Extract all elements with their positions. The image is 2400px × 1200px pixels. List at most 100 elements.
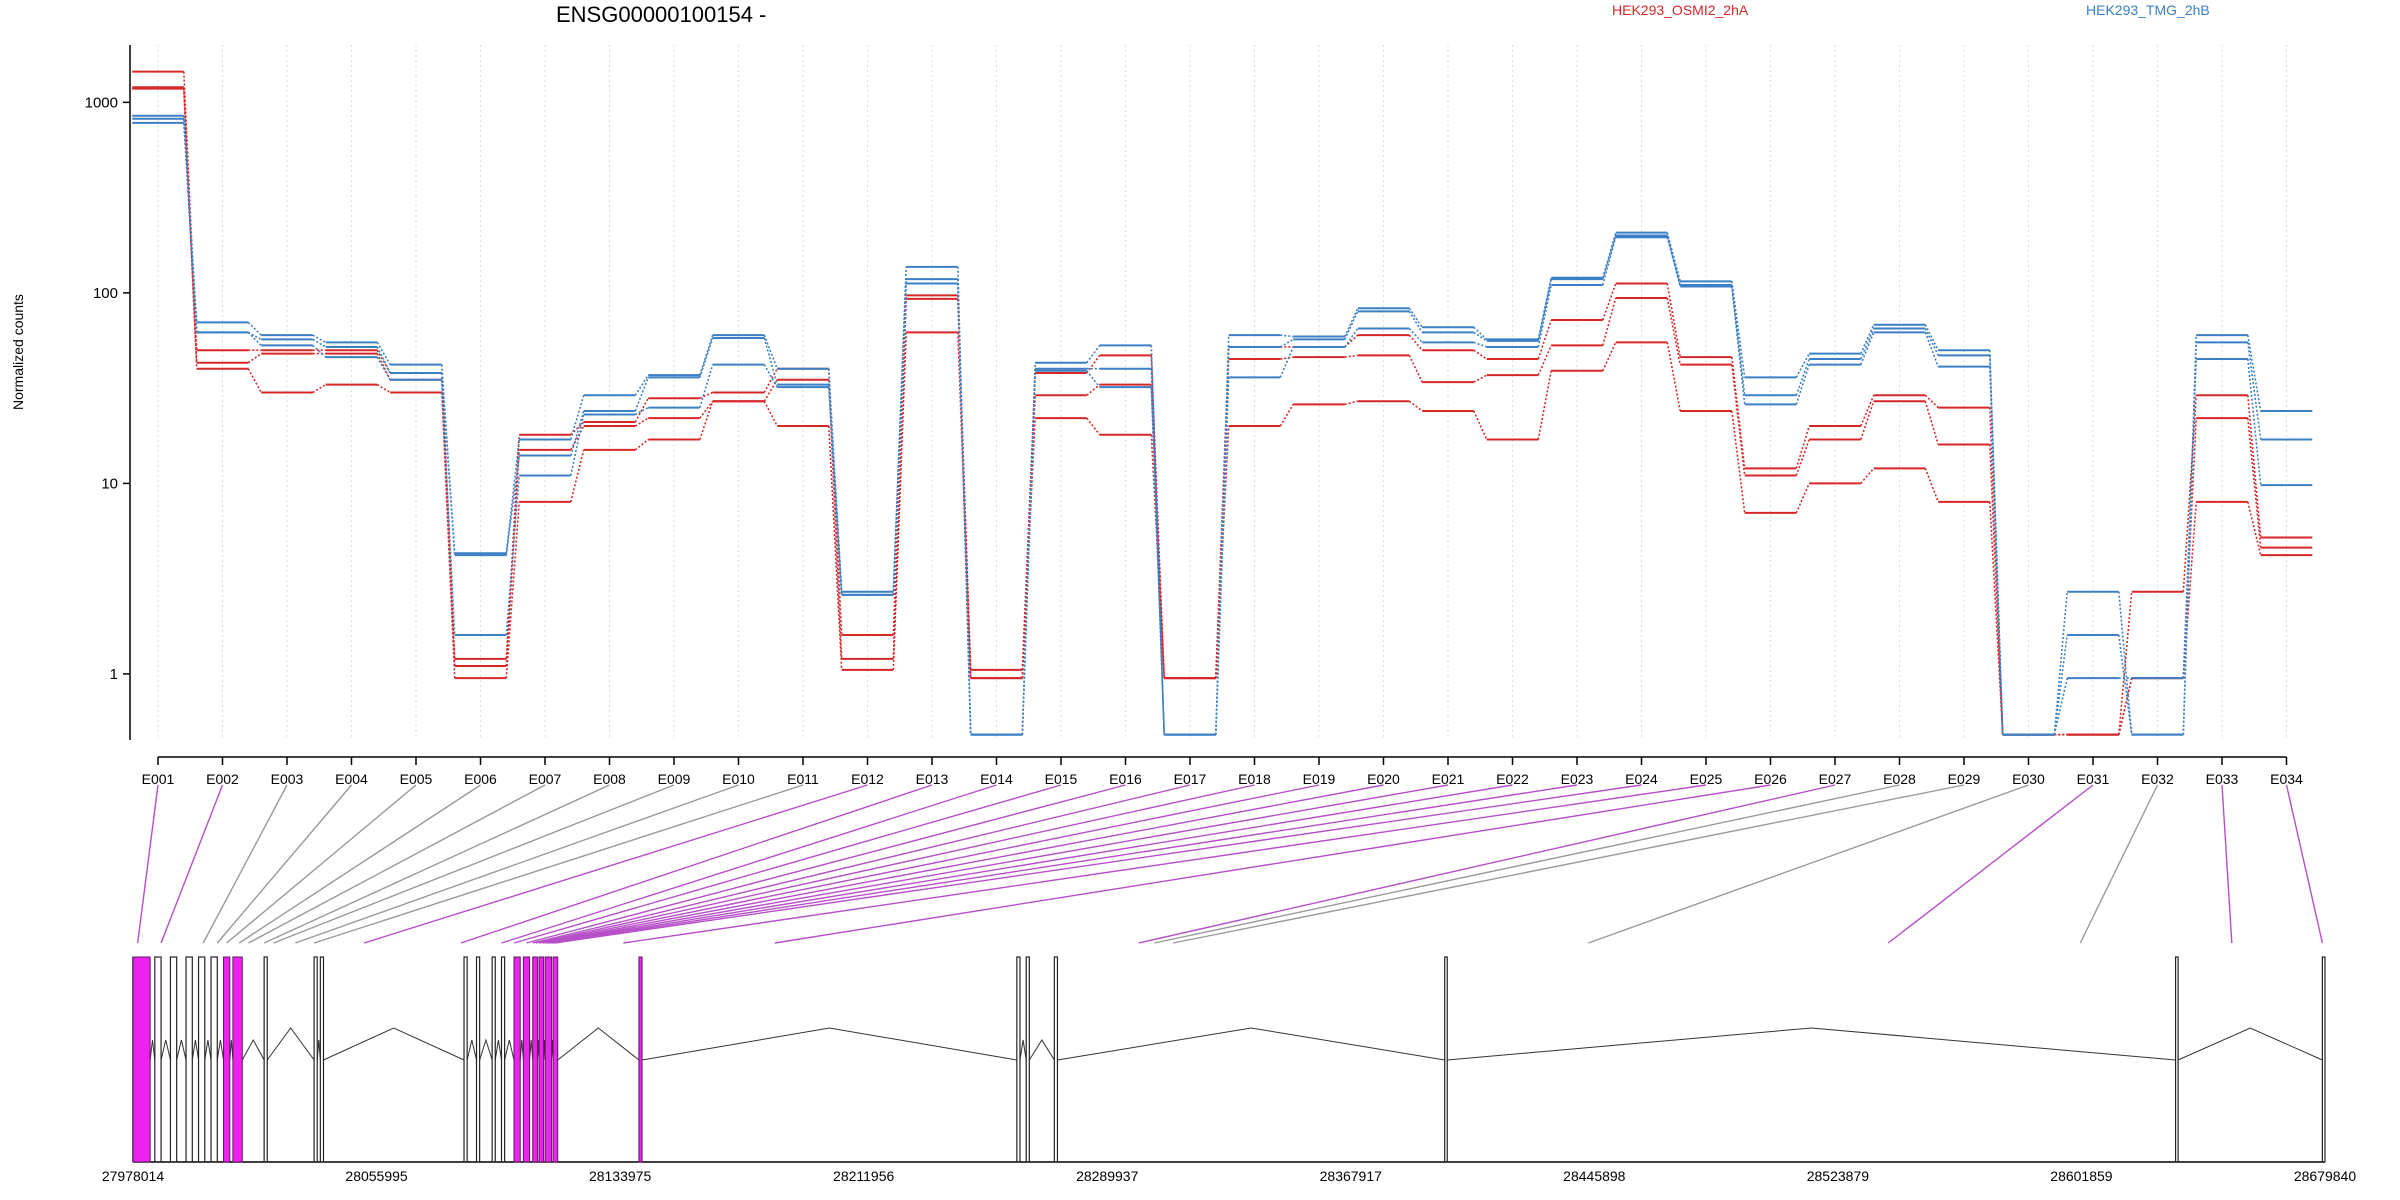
- exon-connector-e030: [1588, 784, 2029, 944]
- exon-connector-e019: [538, 784, 1320, 944]
- data-connector: [1666, 342, 1681, 412]
- data-connector: [1021, 368, 1036, 735]
- exon-connector-e025: [623, 784, 1707, 944]
- data-connector: [1344, 307, 1359, 337]
- x-tick-label: E007: [529, 771, 562, 787]
- data-connector: [1344, 334, 1359, 348]
- data-connector: [1279, 403, 1294, 427]
- exon-connector-e034: [2285, 784, 2324, 944]
- intron: [1019, 1039, 1027, 1061]
- data-connector: [1473, 341, 1487, 348]
- data-connector: [634, 438, 649, 451]
- data-connector: [505, 475, 520, 636]
- x-tick-label: E027: [1819, 771, 1852, 787]
- y-tick-label: 1000: [85, 94, 118, 111]
- intron: [2177, 1027, 2323, 1061]
- data-connector: [2247, 418, 2262, 548]
- data-connector: [634, 377, 649, 412]
- data-connector: [570, 449, 585, 503]
- x-tick-label: E032: [2141, 771, 2174, 787]
- data-connector: [2053, 677, 2068, 735]
- exon-connector-e023: [551, 784, 1578, 944]
- data-connector: [1731, 364, 1746, 476]
- intron: [191, 1039, 200, 1061]
- x-tick-label: E028: [1883, 771, 1916, 787]
- genomic-tick-label: 28289937: [1076, 1168, 1139, 1184]
- exon-connector-e027: [1138, 784, 1836, 944]
- data-connector: [2247, 501, 2262, 556]
- data-connector: [1215, 377, 1230, 735]
- x-tick-label: E018: [1238, 771, 1271, 787]
- gene-model-layer: 27978014 28055995 28133975 28211956 28289937…: [102, 956, 2357, 1184]
- data-connector: [1086, 354, 1101, 374]
- data-connector: [2053, 591, 2068, 735]
- exon-block: [1053, 956, 1059, 1163]
- data-connector: [1989, 501, 2004, 735]
- intron: [149, 1039, 156, 1061]
- data-connector: [828, 426, 843, 670]
- x-tick-label: E019: [1303, 771, 1336, 787]
- data-connector: [699, 391, 714, 399]
- x-tick-label: E014: [980, 771, 1013, 787]
- exon-block: [319, 956, 325, 1163]
- y-tick-label: 100: [93, 285, 118, 302]
- data-connector: [1150, 387, 1165, 735]
- data-connector: [1473, 410, 1488, 440]
- x-tick-label: E008: [593, 771, 626, 787]
- data-connector: [1279, 338, 1294, 348]
- data-connector: [1602, 235, 1617, 280]
- data-connector: [763, 337, 778, 385]
- data-connector: [699, 400, 714, 419]
- data-connector: [1602, 342, 1617, 372]
- grid-layer: [157, 45, 2287, 738]
- chart-title: ENSG00000100154 -: [556, 2, 767, 27]
- exon-connector-e008: [263, 784, 610, 944]
- exon-connector-e024: [554, 784, 1642, 944]
- data-connector: [2118, 634, 2133, 735]
- x-tick-label: E004: [335, 771, 368, 787]
- exon-connector-e016: [526, 784, 1126, 944]
- genomic-tick-label: 28679840: [2294, 1168, 2357, 1184]
- data-connector: [376, 346, 391, 374]
- x-tick-label: E003: [271, 771, 304, 787]
- data-connector: [312, 338, 327, 348]
- axis-layer: 1000 100 10 1 E001 E002 E003 E004 E005 E006 E007 E0…: [85, 45, 2303, 787]
- data-connector: [828, 384, 843, 595]
- exon-block: [210, 956, 218, 1163]
- data-connector: [1666, 235, 1681, 286]
- exon-block-highlighted: [532, 956, 538, 1163]
- intron: [1057, 1027, 1445, 1061]
- intron: [529, 1039, 534, 1061]
- data-connector: [634, 374, 649, 396]
- data-connector: [2247, 358, 2262, 486]
- data-connector: [1860, 332, 1875, 365]
- data-connector: [247, 352, 262, 364]
- genomic-tick-label: 27978014: [102, 1168, 165, 1184]
- data-connector: [183, 122, 198, 333]
- exon-connector-e002: [160, 784, 224, 944]
- data-connector: [1537, 284, 1552, 348]
- intron: [241, 1038, 265, 1061]
- data-connector: [1860, 328, 1875, 360]
- exon-connector-e014: [501, 784, 997, 944]
- exon-connector-e004: [216, 784, 353, 944]
- exon-block-highlighted: [522, 956, 531, 1163]
- data-connector: [376, 383, 391, 394]
- exon-connector-e022: [548, 784, 1513, 944]
- genomic-tick-label: 28445898: [1563, 1168, 1626, 1184]
- exon-connector-e026: [774, 784, 1771, 944]
- intron: [494, 1039, 502, 1061]
- data-connector: [1666, 236, 1681, 287]
- intron: [160, 1039, 171, 1061]
- exon-connector-e009: [273, 784, 675, 944]
- exon-block: [500, 956, 506, 1163]
- x-tick-label: E005: [400, 771, 433, 787]
- data-connector: [1473, 326, 1488, 340]
- data-connector: [1215, 426, 1230, 679]
- intron: [204, 1039, 212, 1061]
- data-connector: [1280, 334, 1294, 338]
- intron: [557, 1027, 640, 1061]
- exon-block-highlighted: [638, 956, 643, 1163]
- series-group: [132, 117, 2313, 736]
- data-connector: [1086, 417, 1101, 436]
